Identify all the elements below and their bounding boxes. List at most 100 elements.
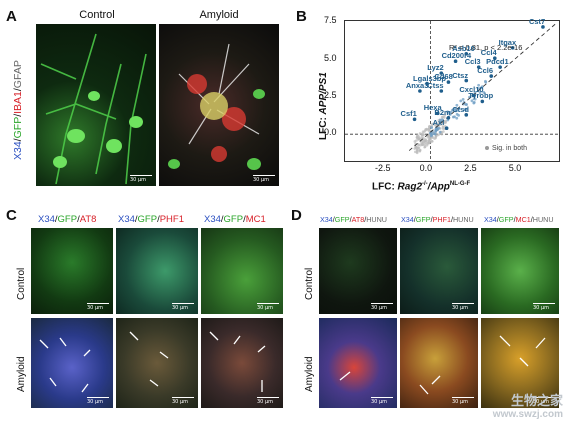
sig-point — [470, 99, 474, 103]
sig-point — [455, 103, 459, 107]
gene-label: Ccl6 — [477, 66, 494, 76]
background-point — [440, 132, 444, 136]
background-point — [442, 130, 445, 133]
x-tick-label: 2.5 — [464, 163, 477, 173]
panel-d-control-mc1-image: 30 µm — [481, 228, 559, 314]
stain-marker: PHF1 — [159, 214, 185, 225]
background-point — [414, 146, 418, 149]
panel-a-title-amyloid: Amyloid — [199, 9, 239, 21]
sep: / — [220, 214, 224, 225]
background-point — [417, 138, 421, 141]
arrow-icon — [209, 331, 219, 341]
background-point — [423, 145, 427, 149]
stain-hunu: HUNU — [366, 215, 387, 224]
panel-c-control-at8-image: 30 µm — [31, 228, 113, 314]
sig-point — [480, 85, 484, 89]
background-point — [427, 127, 431, 131]
stain-gfp: GFP — [57, 214, 78, 225]
gene-label: Ctsz — [452, 70, 469, 80]
arrow-icon — [339, 371, 351, 381]
panel-d-control-phf1-image: 30 µm — [400, 228, 478, 314]
stain-x34: X34 — [401, 215, 414, 224]
stain-gfp: GFP — [223, 214, 244, 225]
background-point — [428, 139, 431, 143]
arrow-icon — [81, 383, 89, 393]
scalebar: 30 µm — [257, 303, 279, 311]
gene-label: Ctsd — [452, 104, 469, 114]
panel-d-col-label-0: X34/GFP/AT8/HUNU — [320, 215, 387, 224]
sig-point — [484, 80, 488, 84]
sig-point — [429, 132, 433, 135]
scalebar: 30 µm — [257, 397, 279, 405]
sig-point — [429, 134, 433, 138]
sig-point — [451, 115, 455, 119]
gene-label: Ccl4 — [480, 48, 497, 58]
gene-point — [464, 51, 469, 56]
background-point — [419, 143, 422, 147]
gene-point — [435, 111, 440, 116]
panel-d-amyloid-mc1-image: 30 µm — [481, 318, 559, 408]
stain-gfp: GFP — [415, 215, 431, 224]
sig-point — [478, 91, 482, 95]
x-tick-label: 5.0 — [508, 163, 522, 173]
panel-d-amyloid-phf1-image: 30 µm — [400, 318, 478, 408]
panel-c-col-label-1: X34/GFP/PHF1 — [118, 214, 184, 225]
gene-point — [418, 89, 422, 93]
gene-label: Cd200r4 — [441, 51, 472, 61]
background-point — [421, 143, 424, 147]
gene-point — [510, 46, 515, 50]
background-point — [418, 132, 422, 135]
sig-point — [461, 97, 465, 101]
gene-point — [464, 78, 469, 83]
gene-label: Ccl3 — [464, 57, 481, 67]
stain-marker: AT8 — [351, 215, 365, 224]
sig-point — [438, 130, 442, 134]
panel-d-col-label-1: X34/GFP/PHF1/HUNU — [401, 215, 474, 224]
amyloid-plaque-image — [168, 43, 265, 170]
gene-point — [498, 65, 502, 69]
gene-point — [489, 74, 494, 78]
y-tick-label: 2.5 — [324, 89, 337, 100]
stain-marker: AT8 — [79, 214, 97, 225]
panel-d-letter: D — [291, 207, 302, 224]
stain-marker: MC1 — [245, 214, 266, 225]
gene-label: B2m — [434, 107, 451, 117]
background-point — [428, 136, 432, 140]
sep: / — [134, 214, 138, 225]
arrow-icon — [129, 331, 139, 341]
gene-point — [541, 25, 545, 29]
sig-point — [473, 97, 477, 101]
sig-point — [433, 132, 437, 136]
sep: / — [413, 215, 416, 224]
gene-point — [425, 81, 429, 86]
y-tick-label: 7.5 — [324, 15, 337, 26]
gene-label: Csf1 — [400, 109, 417, 119]
sep: / — [513, 215, 516, 224]
background-point — [441, 126, 445, 129]
sig-point — [448, 112, 452, 116]
sep: / — [332, 215, 335, 224]
sig-point — [477, 83, 481, 87]
gene-point — [493, 56, 497, 61]
panel-c-col-label-0: X34/GFP/AT8 — [38, 214, 96, 225]
sep: / — [530, 215, 533, 224]
x-tick-label: 0.0 — [419, 163, 433, 173]
stain-x34: X34 — [204, 214, 221, 225]
arrow-icon — [149, 379, 159, 387]
sig-point — [430, 126, 433, 130]
panel-a-control-image: 30 µm — [36, 24, 156, 186]
panel-b-xlabel: LFC: Rag2-/-/AppNL-G-F — [372, 181, 470, 192]
stain-x34: X34 — [484, 215, 497, 224]
arrow-icon — [83, 349, 91, 357]
arrow-icon — [519, 357, 529, 367]
sig-point — [472, 101, 476, 104]
xlabel-sup-1: -/- — [422, 181, 428, 187]
sep: / — [430, 215, 433, 224]
sig-point — [449, 110, 453, 114]
panel-c-amyloid-phf1-image: 30 µm — [116, 318, 198, 408]
arrow-icon — [49, 377, 57, 387]
sep: / — [157, 214, 160, 225]
gene-label: Axl — [432, 118, 445, 128]
control-neurons-image — [40, 33, 147, 185]
